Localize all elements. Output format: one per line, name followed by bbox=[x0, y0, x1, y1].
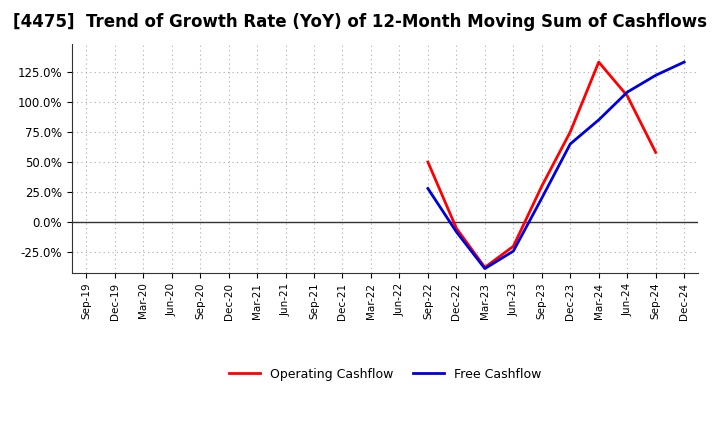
Line: Free Cashflow: Free Cashflow bbox=[428, 62, 684, 268]
Free Cashflow bbox=[480, 266, 489, 271]
Free Cashflow bbox=[509, 249, 518, 254]
Operating Cashflow bbox=[423, 159, 432, 165]
Operating Cashflow bbox=[480, 265, 489, 270]
Free Cashflow bbox=[680, 59, 688, 65]
Operating Cashflow bbox=[623, 93, 631, 99]
Free Cashflow bbox=[652, 73, 660, 78]
Operating Cashflow bbox=[452, 226, 461, 231]
Operating Cashflow bbox=[537, 183, 546, 189]
Free Cashflow bbox=[623, 89, 631, 95]
Free Cashflow bbox=[595, 117, 603, 122]
Free Cashflow bbox=[452, 229, 461, 235]
Free Cashflow bbox=[537, 195, 546, 201]
Text: [4475]  Trend of Growth Rate (YoY) of 12-Month Moving Sum of Cashflows: [4475] Trend of Growth Rate (YoY) of 12-… bbox=[13, 13, 707, 31]
Operating Cashflow bbox=[652, 150, 660, 155]
Line: Operating Cashflow: Operating Cashflow bbox=[428, 62, 656, 268]
Free Cashflow bbox=[423, 186, 432, 191]
Operating Cashflow bbox=[566, 129, 575, 135]
Operating Cashflow bbox=[509, 244, 518, 249]
Operating Cashflow bbox=[595, 59, 603, 65]
Legend: Operating Cashflow, Free Cashflow: Operating Cashflow, Free Cashflow bbox=[224, 363, 546, 385]
Free Cashflow bbox=[566, 141, 575, 147]
